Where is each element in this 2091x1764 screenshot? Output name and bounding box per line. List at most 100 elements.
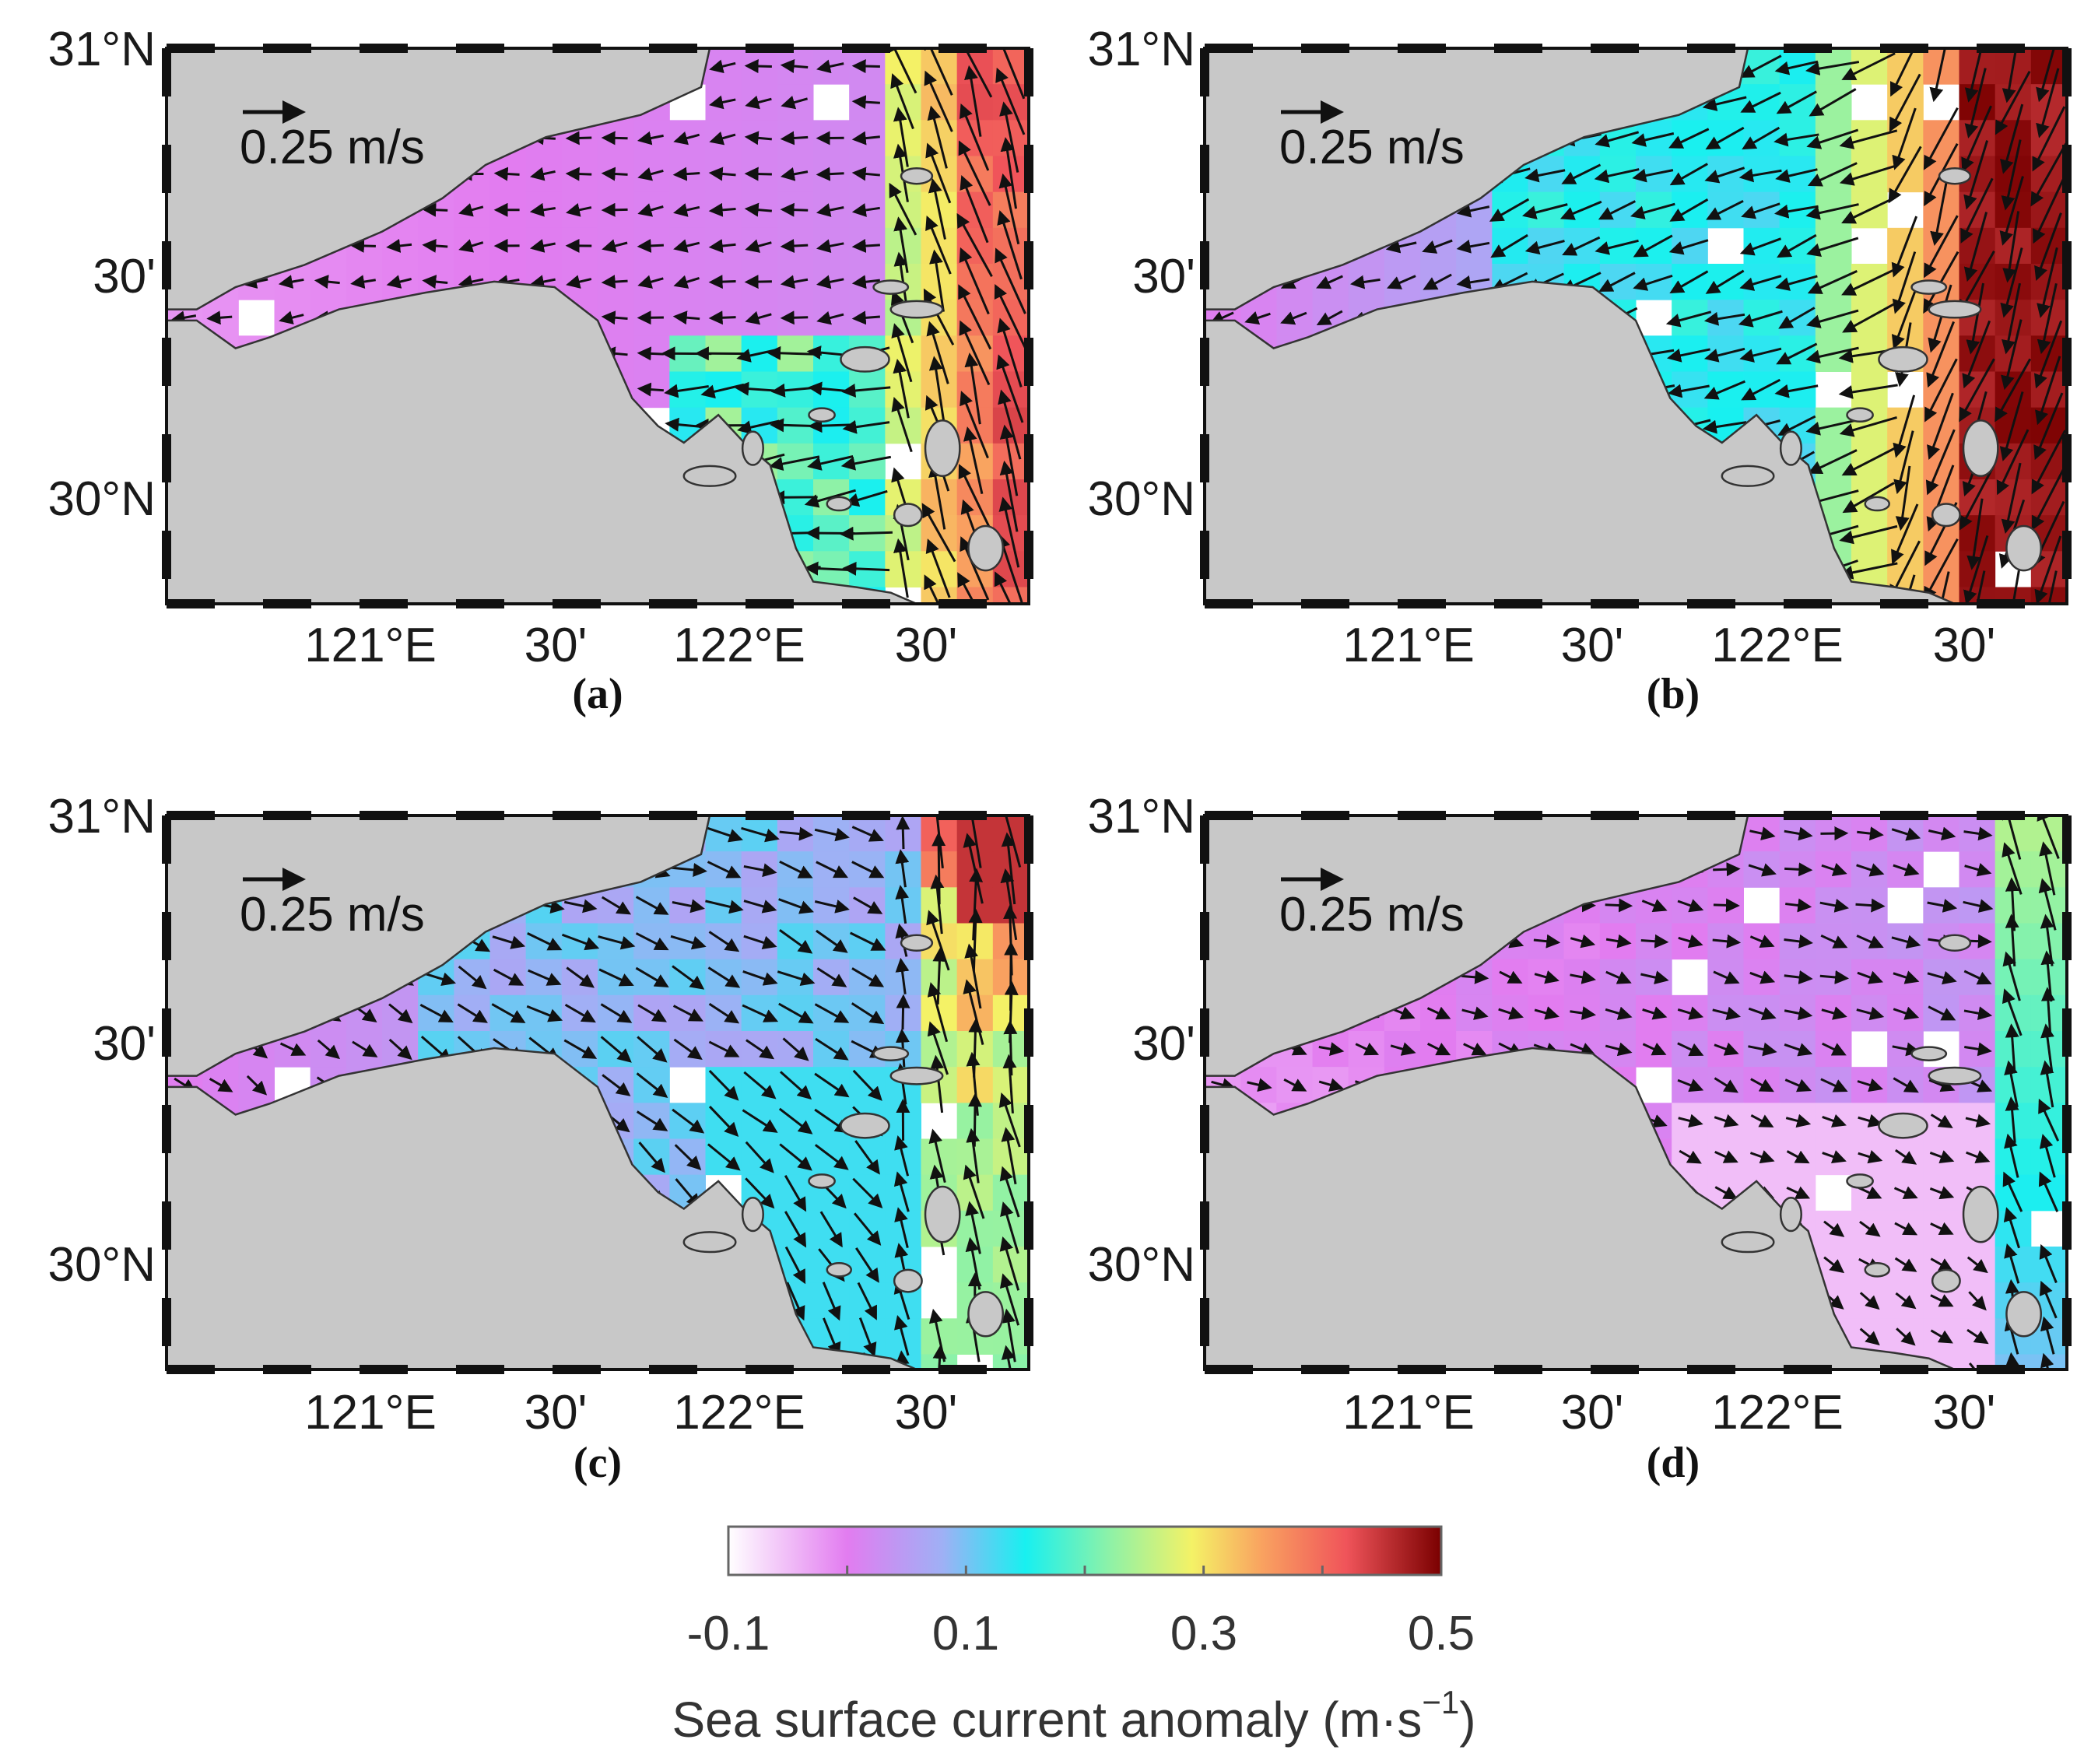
lat-tick-30min: 30'	[93, 1017, 156, 1071]
current-vector	[673, 131, 700, 146]
current-vector	[1490, 233, 1528, 258]
current-vector	[745, 239, 772, 253]
current-vector	[1777, 233, 1817, 258]
current-vector	[458, 239, 484, 253]
current-vector	[1387, 275, 1416, 289]
current-vector	[2000, 103, 2024, 174]
current-vector	[780, 167, 809, 181]
frame-dash	[162, 241, 171, 289]
frame-dash	[1024, 241, 1033, 289]
current-vector	[349, 238, 376, 253]
island	[1779, 1197, 1802, 1233]
current-vector	[1773, 132, 1819, 147]
frame-dash	[1024, 912, 1033, 960]
current-vector	[925, 215, 952, 275]
current-vector	[458, 275, 484, 289]
current-vector	[998, 496, 1020, 568]
current-vector	[1820, 826, 1849, 841]
island	[1846, 407, 1874, 423]
panel-label: (d)	[1647, 1439, 1700, 1487]
current-vector	[1385, 239, 1417, 254]
lat-tick-30min: 30'	[93, 250, 156, 303]
frame-dash	[938, 599, 987, 608]
frame-dash	[1494, 599, 1542, 608]
current-vector	[998, 173, 1020, 244]
island	[1846, 1173, 1874, 1189]
frame-dash	[263, 599, 311, 608]
frame-dash	[2062, 338, 2072, 386]
frame-dash	[263, 811, 311, 820]
current-vector	[672, 167, 700, 181]
frame-dash	[1200, 241, 1209, 289]
current-vector	[893, 358, 910, 419]
current-vector	[960, 103, 990, 171]
frame-dash	[842, 44, 890, 53]
frame-dash	[1977, 44, 2025, 53]
frame-dash	[162, 1105, 171, 1153]
current-vector	[994, 571, 1027, 604]
current-vector	[924, 574, 954, 604]
current-vector	[637, 346, 664, 361]
frame-dash	[1591, 1365, 1639, 1374]
island	[1721, 1231, 1775, 1254]
current-vector	[1930, 176, 1949, 247]
current-vector	[493, 167, 520, 181]
current-vector	[1776, 90, 1817, 114]
lat-tick-31n: 31°N	[47, 790, 156, 843]
current-vector	[968, 1092, 983, 1147]
current-vector	[1705, 126, 1745, 150]
frame-dash	[1784, 599, 1832, 608]
frame-dash	[1398, 811, 1446, 820]
frame-dash	[553, 599, 601, 608]
island	[1962, 1185, 1999, 1243]
current-vector	[529, 239, 556, 253]
island	[1878, 1112, 1928, 1139]
current-vector	[708, 310, 736, 325]
frame-dash	[1398, 1365, 1446, 1374]
frame-dash	[842, 599, 890, 608]
frame-dash	[162, 145, 171, 193]
current-vector	[708, 167, 736, 181]
scale-arrow-label: 0.25 m/s	[1279, 888, 1465, 942]
island	[808, 407, 836, 423]
frame-dash	[2062, 1105, 2072, 1153]
current-vector	[1669, 270, 1709, 294]
frame-dash	[1591, 44, 1639, 53]
current-vector	[566, 275, 592, 289]
current-vector	[928, 462, 946, 530]
current-vector	[744, 202, 772, 217]
frame-dash	[162, 48, 171, 96]
current-vector	[891, 323, 913, 383]
current-vector	[927, 105, 948, 169]
frame-dash	[1024, 1105, 1033, 1153]
island	[1864, 496, 1891, 512]
current-vector	[924, 48, 953, 96]
island	[1721, 465, 1775, 487]
frame-dash	[2062, 1201, 2072, 1250]
current-vector	[1349, 275, 1381, 289]
panel-label: (b)	[1647, 670, 1700, 718]
current-vector	[601, 131, 628, 146]
frame-dash	[1205, 44, 1253, 53]
frame-dash	[1784, 811, 1832, 820]
frame-dash	[1024, 1201, 1033, 1250]
island	[1931, 1268, 1961, 1293]
current-vector	[1839, 129, 1898, 149]
current-vector	[637, 131, 664, 146]
island	[1938, 167, 1972, 185]
current-vector	[2002, 211, 2020, 283]
frame-dash	[1024, 815, 1033, 864]
current-vector	[781, 95, 809, 110]
frame-dash	[456, 1365, 504, 1374]
current-vector	[350, 275, 376, 289]
current-vector	[566, 203, 592, 217]
island	[872, 1046, 910, 1061]
lon-tick-121e: 121°E	[304, 1386, 437, 1440]
lon-tick-30min-2: 30'	[1933, 1386, 1996, 1440]
current-vector	[1805, 61, 1860, 75]
current-vector	[386, 275, 412, 289]
current-vector	[963, 426, 984, 495]
current-vector	[844, 489, 888, 507]
current-vector	[996, 48, 1026, 100]
current-vector	[808, 419, 852, 433]
